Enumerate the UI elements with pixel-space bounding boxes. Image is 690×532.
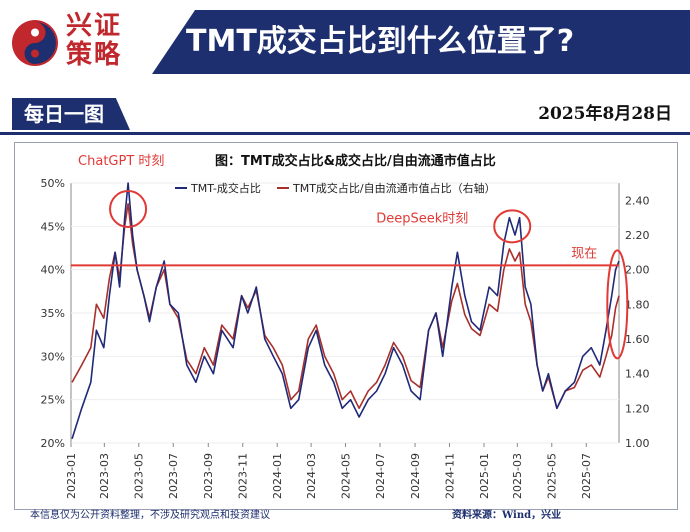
grid — [70, 182, 620, 444]
left-tick-label: 40% — [41, 264, 65, 277]
xingzheng-logo-icon — [12, 20, 58, 66]
chart-panel: 20% 25% 30% 35% 40% 45% 50% 1.00 1.20 1.40 1.60 1.… — [14, 142, 678, 510]
right-tick-label: 1.00 — [625, 437, 650, 450]
x-tick-label: 2023-07 — [167, 453, 180, 499]
footer-source: 资料来源：Wind，兴业 — [452, 510, 562, 521]
x-tick-label: 2024-03 — [305, 453, 318, 499]
brand-name: 兴证 策略 — [66, 12, 166, 70]
brand-name-line1: 兴证 — [66, 11, 123, 41]
left-tick-label: 25% — [41, 394, 65, 407]
footer-disclaimer: 本信息仅为公开资料整理，不涉及研究观点和投资建议 — [30, 510, 270, 521]
x-tick-label: 2023-01 — [65, 453, 78, 499]
right-tick-label: 2.00 — [625, 264, 650, 277]
right-tick-label: 1.40 — [625, 368, 650, 381]
right-axis-ticks: 1.00 1.20 1.40 1.60 1.80 2.00 2.20 2.40 — [625, 194, 650, 450]
brand-name-line2: 策略 — [66, 40, 123, 70]
x-tick-label: 2023-09 — [202, 453, 215, 499]
x-tick-label: 2024-07 — [374, 453, 387, 499]
report-date: 2025年8月28日 — [538, 104, 672, 124]
legend-label-tmt: TMT-成交占比 — [190, 181, 261, 195]
left-tick-label: 45% — [41, 220, 65, 233]
annotation-circle-deepseek — [493, 209, 532, 244]
left-tick-label: 35% — [41, 307, 65, 320]
top-banner: 兴证 策略 TMT成交占比到什么位置了? — [0, 0, 690, 84]
series-line-share-ratio — [71, 203, 620, 410]
series-layer — [71, 182, 620, 439]
legend-label-ratio: TMT成交占比/自由流通市值占比（右轴） — [292, 181, 496, 195]
annotation-circle-chatgpt — [109, 190, 148, 228]
annotation-label-chatgpt: ChatGPT 时刻 — [78, 154, 164, 169]
right-tick-label: 1.60 — [625, 333, 650, 346]
left-axis-ticks: 20% 25% 30% 35% 40% 45% 50% — [41, 177, 65, 450]
x-tick-label: 2023-03 — [98, 453, 111, 499]
x-tick-label: 2025-07 — [580, 453, 593, 499]
x-tick-label: 2024-11 — [443, 453, 456, 499]
right-tick-label: 2.20 — [625, 229, 650, 242]
x-tick-label: 2023-05 — [133, 453, 146, 499]
right-tick-label: 2.40 — [625, 194, 650, 207]
subheader-rule — [0, 96, 690, 135]
left-tick-label: 30% — [41, 350, 65, 363]
line-chart: 20%25%30%35%40%45%50% 1.001.201.401.601.… — [41, 153, 650, 499]
title-bar — [152, 10, 690, 74]
chart-title: 图：TMT成交占比&成交占比/自由流通市值占比 — [215, 153, 496, 169]
right-tick-label: 1.20 — [625, 402, 650, 415]
x-tick-label: 2025-05 — [546, 453, 559, 499]
left-tick-label: 50% — [41, 177, 65, 190]
right-tick-label: 1.80 — [625, 298, 650, 311]
page-title: TMT成交占比到什么位置了? — [186, 24, 575, 59]
x-tick-label: 2024-05 — [339, 453, 352, 499]
x-tick-label: 2023-11 — [237, 453, 250, 499]
x-tick-label: 2025-01 — [478, 453, 491, 499]
legend: TMT-成交占比 TMT成交占比/自由流通市值占比（右轴） — [175, 181, 496, 195]
annotation-label-deepseek: DeepSeek时刻 — [376, 211, 468, 226]
x-tick-label: 2024-09 — [409, 453, 422, 499]
x-tick-label: 2025-03 — [511, 453, 524, 499]
x-tick-label: 2024-01 — [271, 453, 284, 499]
annotation-label-now: 现在 — [571, 246, 597, 261]
x-axis-ticks: 2023-01 2023-03 2023-05 2023-07 2023-09 2023-… — [65, 443, 593, 499]
daily-chart-tab: 每日一图 — [12, 98, 130, 130]
series-line-tmt-share — [71, 182, 620, 439]
left-tick-label: 20% — [41, 437, 65, 450]
annotation-circle-now — [606, 249, 629, 360]
